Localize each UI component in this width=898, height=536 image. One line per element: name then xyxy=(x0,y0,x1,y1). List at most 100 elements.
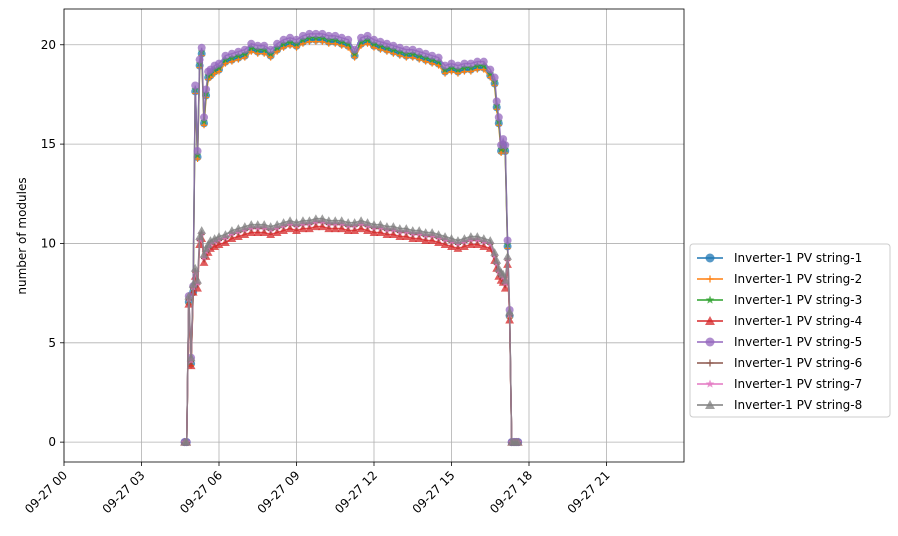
data-point xyxy=(292,226,301,235)
data-point xyxy=(350,45,359,54)
data-point xyxy=(427,236,437,244)
data-point xyxy=(414,226,424,235)
data-point xyxy=(279,218,288,227)
legend-label: Inverter-1 PV string-8 xyxy=(734,398,862,412)
data-point xyxy=(246,228,256,237)
data-point xyxy=(364,40,371,47)
legend-item: Inverter-1 PV string-3 xyxy=(697,293,862,307)
data-point xyxy=(317,222,327,231)
legend-label: Inverter-1 PV string-1 xyxy=(734,251,862,265)
data-point xyxy=(453,61,462,70)
data-point xyxy=(421,49,430,58)
data-point xyxy=(501,141,510,150)
data-point xyxy=(311,222,321,231)
data-point xyxy=(415,47,424,56)
data-point xyxy=(273,39,282,48)
legend-label: Inverter-1 PV string-3 xyxy=(734,293,862,307)
data-point xyxy=(429,60,436,67)
data-point xyxy=(351,54,358,61)
data-point xyxy=(191,81,200,90)
data-point xyxy=(486,65,495,74)
data-point xyxy=(474,66,481,73)
data-point xyxy=(344,35,353,44)
data-point xyxy=(467,68,474,75)
data-point xyxy=(705,400,715,409)
data-point xyxy=(332,40,339,47)
data-point xyxy=(200,113,209,122)
data-point xyxy=(427,228,437,237)
data-point xyxy=(453,244,463,252)
data-point xyxy=(472,240,482,248)
data-point xyxy=(376,37,385,46)
data-point xyxy=(343,226,353,235)
data-point xyxy=(193,283,202,292)
data-point xyxy=(408,45,417,54)
data-point xyxy=(266,230,276,239)
legend-item: Inverter-1 PV string-5 xyxy=(697,335,862,349)
data-point xyxy=(261,50,268,57)
data-point xyxy=(201,244,211,252)
data-point xyxy=(369,220,379,229)
data-point xyxy=(235,56,242,63)
data-point xyxy=(338,42,345,49)
data-point xyxy=(311,214,321,223)
legend-item: Inverter-1 PV string-7 xyxy=(697,377,862,391)
data-point xyxy=(280,44,287,51)
data-point xyxy=(503,251,512,260)
data-point xyxy=(285,224,295,233)
data-point xyxy=(395,232,405,241)
y-tick-label: 20 xyxy=(41,38,56,52)
data-point xyxy=(306,38,313,45)
data-point xyxy=(194,156,201,163)
legend-label: Inverter-1 PV string-2 xyxy=(734,272,862,286)
data-point xyxy=(186,353,196,362)
data-point xyxy=(421,236,431,244)
data-point xyxy=(260,41,269,50)
data-point xyxy=(388,222,398,231)
data-point xyxy=(408,234,418,243)
y-tick-label: 15 xyxy=(41,137,56,151)
data-point xyxy=(460,242,469,250)
data-point xyxy=(259,220,269,229)
y-tick-label: 10 xyxy=(41,236,56,250)
data-point xyxy=(441,61,450,70)
data-point xyxy=(216,68,222,75)
data-point xyxy=(435,62,442,69)
data-point xyxy=(195,232,205,241)
data-point xyxy=(350,226,360,235)
y-ticks: 0 5 10 15 20 xyxy=(41,38,64,449)
data-point xyxy=(253,41,262,50)
data-point xyxy=(363,226,372,235)
data-point xyxy=(305,29,314,38)
data-point xyxy=(480,66,487,73)
data-point xyxy=(259,228,269,237)
x-tick-label: 09-27 06 xyxy=(177,468,225,516)
data-point xyxy=(494,113,503,122)
data-point xyxy=(279,35,288,44)
data-point xyxy=(253,220,263,229)
legend-item: Inverter-1 PV string-1 xyxy=(697,251,862,265)
data-point xyxy=(317,214,327,223)
data-point xyxy=(330,224,340,233)
data-point xyxy=(357,33,366,42)
data-point xyxy=(448,68,455,75)
data-point xyxy=(285,216,295,225)
data-point xyxy=(193,275,202,284)
data-point xyxy=(434,53,443,62)
data-point xyxy=(389,41,398,50)
data-point xyxy=(490,73,499,82)
data-point xyxy=(266,222,276,231)
data-point xyxy=(206,236,215,244)
data-point xyxy=(705,295,715,304)
data-point xyxy=(221,51,230,60)
data-point xyxy=(492,97,501,106)
data-point xyxy=(434,238,443,246)
data-point xyxy=(210,234,220,243)
data-point xyxy=(460,234,469,243)
data-point xyxy=(395,224,405,233)
data-point xyxy=(479,234,489,243)
legend-item: Inverter-1 PV string-4 xyxy=(697,314,862,328)
data-point xyxy=(395,43,404,52)
data-point xyxy=(461,68,468,75)
